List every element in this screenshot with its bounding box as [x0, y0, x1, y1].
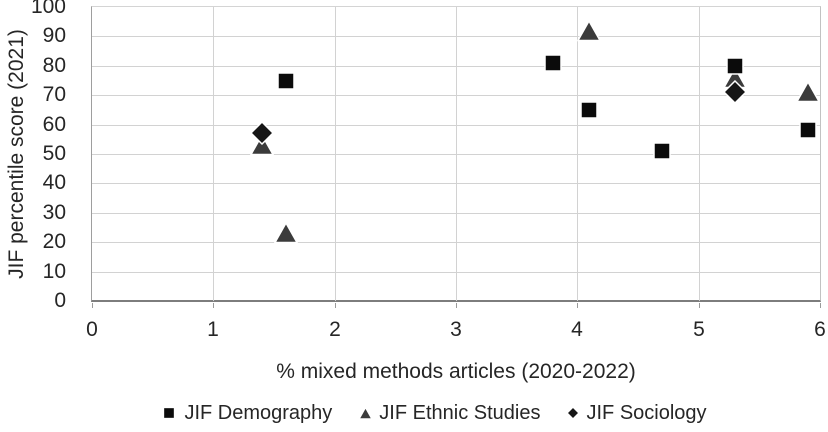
x-axis-tick-mark [456, 303, 457, 308]
x-tick-label: 4 [571, 318, 583, 341]
x-axis-tick-mark [335, 303, 336, 308]
y-axis-title: JIF percentile score (2021) [5, 29, 28, 279]
x-axis-tick-mark [820, 303, 821, 308]
square-icon [161, 405, 177, 421]
y-tick-label: 100 [30, 0, 66, 18]
x-axis-tick-mark [92, 303, 93, 308]
x-tick-label: 1 [207, 318, 219, 341]
x-tick-label: 5 [693, 318, 705, 341]
x-tick-label: 6 [814, 318, 826, 341]
triangle-icon [359, 406, 373, 420]
x-tick-label: 2 [329, 318, 341, 341]
legend-item-jif-sociology: JIF Sociology [567, 401, 707, 425]
legend-label: JIF Sociology [586, 401, 707, 424]
x-axis-tick-mark [213, 303, 214, 308]
x-axis-title: % mixed methods articles (2020-2022) [276, 360, 636, 383]
legend-item-jif-ethnic-studies: JIF Ethnic Studies [359, 402, 540, 425]
x-axis-tick-mark [577, 303, 578, 308]
diamond-icon [567, 406, 580, 420]
y-tick-label: 0 [54, 289, 66, 312]
legend-item-jif-demography: JIF Demography [161, 402, 332, 425]
legend-label: JIF Demography [184, 401, 333, 424]
chart-legend: JIF Demography JIF Ethnic Studies JIF Soci… [40, 399, 828, 427]
x-axis-tick-mark [699, 303, 700, 308]
plot-area-border [91, 6, 821, 302]
x-tick-label: 0 [86, 318, 98, 341]
legend-label: JIF Ethnic Studies [379, 401, 541, 424]
x-tick-label: 3 [450, 318, 462, 341]
